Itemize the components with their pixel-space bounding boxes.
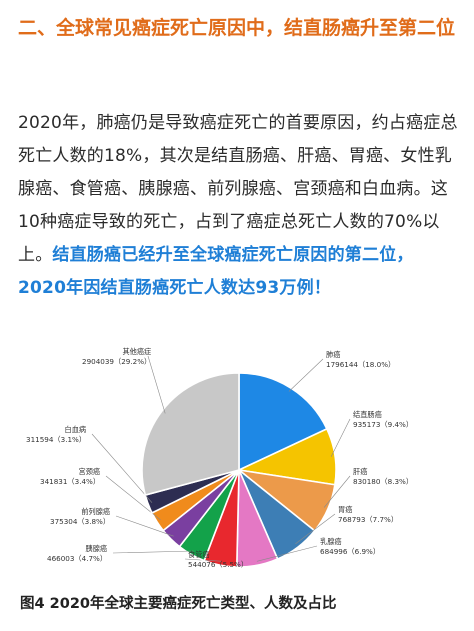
- figure-caption: 图4 2020年全球主要癌症死亡类型、人数及占比: [20, 596, 337, 612]
- slice-value: 466003（4.7%）: [47, 554, 108, 563]
- leader-line: [330, 418, 351, 457]
- slice-value: 935173（9.4%）: [353, 420, 414, 429]
- slice-name: 白血病: [64, 425, 87, 434]
- paragraph-highlight: 结直肠癌已经升至全球癌症死亡原因的第二位，2020年因结直肠癌死亡人数达93万例…: [18, 245, 414, 298]
- leader-line: [288, 358, 324, 392]
- slice-name: 前列腺癌: [81, 507, 111, 516]
- slice-value: 684996（6.9%）: [320, 547, 381, 556]
- paragraph-text: 2020年，肺癌仍是导致癌症死亡的首要原因，约占癌症总死亡人数的18%，其次是结…: [18, 113, 458, 265]
- pie-chart: [91, 355, 351, 568]
- pie-slice: [238, 372, 328, 472]
- slice-label: 胃癌 768793（7.7%）: [338, 505, 398, 525]
- slice-name: 胰腺癌: [85, 544, 108, 553]
- slice-label: 白血病 311594（3.1%）: [26, 425, 86, 445]
- slice-value: 1796144（18.0%）: [326, 360, 396, 369]
- slice-value: 341831（3.4%）: [40, 477, 101, 486]
- leader-line: [115, 515, 174, 537]
- slice-name: 肝癌: [353, 467, 368, 476]
- slice-value: 375304（3.8%）: [50, 517, 111, 526]
- body-paragraph: 2020年，肺癌仍是导致癌症死亡的首要原因，约占癌症总死亡人数的18%，其次是结…: [18, 107, 460, 305]
- leader-line: [323, 475, 351, 508]
- slice-value: 768793（7.7%）: [338, 515, 399, 524]
- slice-label: 胰腺癌 466003（4.7%）: [47, 544, 107, 564]
- slice-name: 肺癌: [326, 350, 341, 359]
- slice-value: 544076（5.5%）: [188, 560, 249, 569]
- slice-label: 宫颈癌 341831（3.4%）: [40, 467, 100, 487]
- leader-line: [91, 433, 153, 503]
- leader-line: [295, 513, 336, 545]
- slice-label: 前列腺癌 375304（3.8%）: [50, 507, 110, 527]
- slice-name: 乳腺癌: [320, 537, 342, 546]
- slice-label: 乳腺癌 684996（6.9%）: [320, 537, 380, 557]
- leader-line: [147, 355, 166, 414]
- slice-name: 胃癌: [338, 505, 353, 514]
- slice-value: 311594（3.1%）: [26, 435, 87, 444]
- slice-name: 其他癌症: [122, 347, 152, 356]
- slice-name: 宫颈癌: [78, 467, 101, 476]
- slice-name: 食管癌: [188, 550, 210, 559]
- leader-line: [256, 545, 318, 562]
- slice-name: 结直肠癌: [353, 410, 382, 419]
- slice-label: 结直肠癌 935173（9.4%）: [353, 410, 413, 430]
- slice-label: 食管癌 544076（5.5%）: [188, 550, 248, 570]
- slice-label: 其他癌症 2904039（29.2%）: [82, 347, 151, 367]
- pie-slice: [141, 372, 240, 497]
- section-heading: 二、全球常见癌症死亡原因中，结直肠癌升至第二位: [18, 17, 456, 39]
- leader-line: [112, 550, 194, 554]
- slice-value: 2904039（29.2%）: [82, 357, 152, 366]
- slice-value: 830180（8.3%）: [353, 477, 414, 486]
- slice-label: 肝癌 830180（8.3%）: [353, 467, 413, 487]
- slice-label: 肺癌 1796144（18.0%）: [326, 350, 395, 370]
- pie-chart-figure: 肺癌 1796144（18.0%） 结直肠癌 935173（9.4%） 肝癌 830180…: [20, 347, 460, 589]
